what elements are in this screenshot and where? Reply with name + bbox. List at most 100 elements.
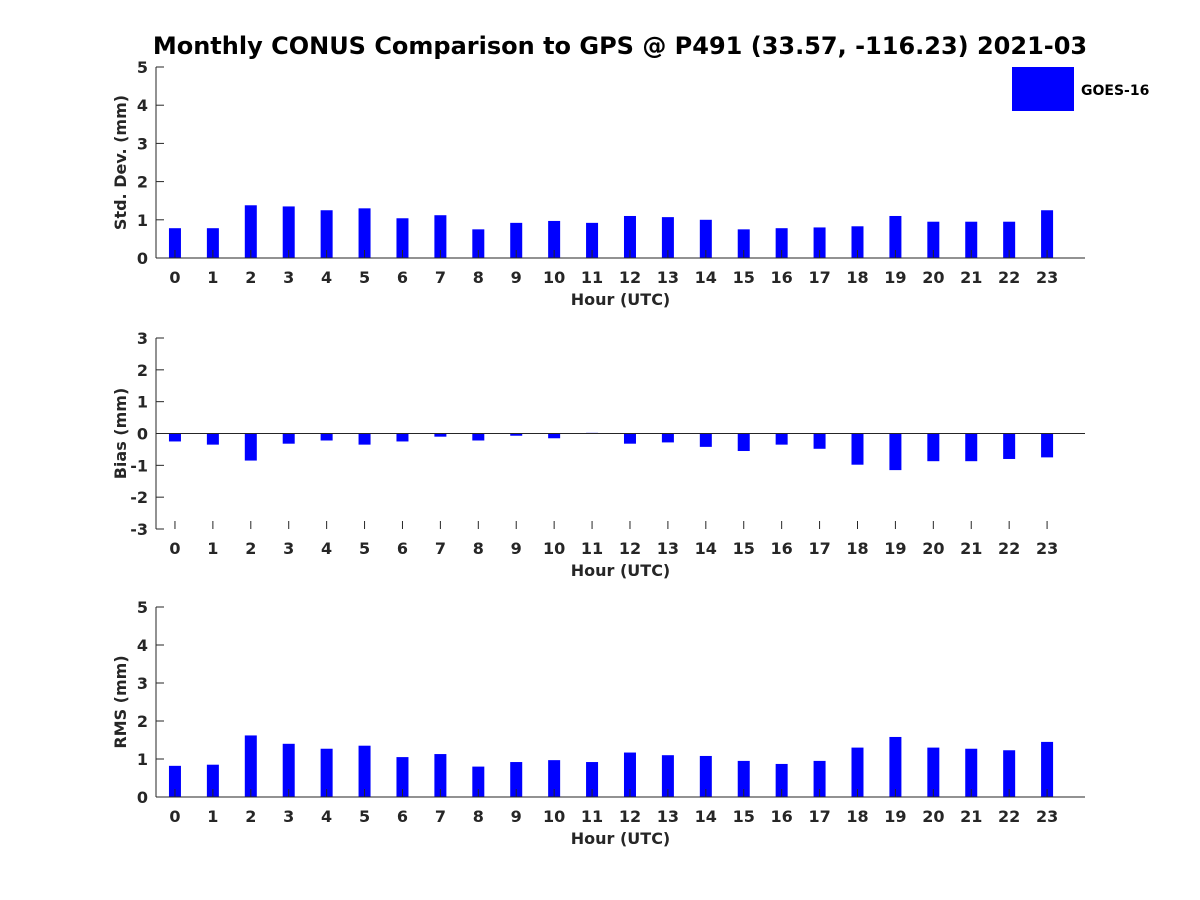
std-dev-xtick-label: 12 [619, 268, 641, 287]
std-dev-xtick-label: 5 [359, 268, 370, 287]
std-dev-xtick-label: 17 [808, 268, 830, 287]
std-dev-bar-21 [965, 221, 978, 258]
rms-xtick-label: 10 [543, 807, 565, 826]
std-dev-bar-11 [586, 222, 599, 258]
bias-xtick-label: 10 [543, 539, 565, 558]
std-dev-xtick-label: 1 [207, 268, 218, 287]
bias-ytick-label: 3 [137, 329, 148, 348]
std-dev-xtick-label: 22 [998, 268, 1020, 287]
bias-ytick-label: 1 [137, 393, 148, 412]
bias-bar-5 [358, 433, 371, 445]
bias-xtick-label: 9 [511, 539, 522, 558]
std-dev-xtick-label: 16 [771, 268, 793, 287]
std-dev-xtick-label: 4 [321, 268, 332, 287]
std-dev-bar-7 [434, 215, 447, 258]
rms-xtick-label: 17 [808, 807, 830, 826]
std-dev-xtick-label: 18 [846, 268, 868, 287]
rms-xtick-label: 13 [657, 807, 679, 826]
bias-xtick-label: 5 [359, 539, 370, 558]
rms-bar-15 [737, 760, 750, 797]
legend-label: GOES-16 [1081, 83, 1149, 99]
std-dev-xtick-label: 6 [397, 268, 408, 287]
rms-xtick-label: 5 [359, 807, 370, 826]
rms-xtick-label: 16 [771, 807, 793, 826]
bias-xtick-label: 8 [473, 539, 484, 558]
std-dev-ytick-label: 3 [137, 134, 148, 153]
bias-bar-9 [510, 433, 523, 436]
bias-bar-15 [737, 433, 750, 452]
rms-xtick-label: 20 [922, 807, 944, 826]
rms-ytick-label: 2 [137, 712, 148, 731]
std-dev-xtick-label: 19 [884, 268, 906, 287]
bias-xtick-label: 19 [884, 539, 906, 558]
rms-xtick-label: 0 [169, 807, 180, 826]
rms-bar-3 [282, 743, 295, 797]
rms-xlabel: Hour (UTC) [571, 829, 671, 848]
bias-xtick-label: 22 [998, 539, 1020, 558]
std-dev-bar-22 [1003, 221, 1016, 258]
std-dev-ytick-label: 5 [137, 58, 148, 77]
rms-ytick-label: 0 [137, 788, 148, 807]
std-dev-bar-12 [623, 215, 636, 258]
bias-xlabel: Hour (UTC) [571, 561, 671, 580]
bias-xtick-label: 18 [846, 539, 868, 558]
rms-ytick-label: 4 [137, 636, 148, 655]
rms-bar-11 [586, 762, 599, 797]
bias-xtick-label: 21 [960, 539, 982, 558]
rms-bar-4 [320, 748, 333, 797]
bias-bar-14 [699, 433, 712, 447]
std-dev-bar-20 [927, 221, 940, 258]
rms-xtick-label: 7 [435, 807, 446, 826]
bias-ytick-label: -2 [130, 488, 148, 507]
rms-bar-9 [510, 762, 523, 797]
rms-xtick-label: 1 [207, 807, 218, 826]
rms-bar-5 [358, 745, 371, 797]
bias-bar-4 [320, 433, 333, 441]
bias-bar-7 [434, 433, 447, 437]
std-dev-xtick-label: 21 [960, 268, 982, 287]
std-dev-bar-2 [244, 205, 257, 258]
bias-xtick-label: 17 [808, 539, 830, 558]
rms-bar-23 [1041, 741, 1054, 797]
std-dev-xtick-label: 10 [543, 268, 565, 287]
std-dev-bar-17 [813, 227, 826, 258]
std-dev-bar-0 [168, 228, 181, 258]
bias-ytick-label: 0 [137, 425, 148, 444]
std-dev-xtick-label: 11 [581, 268, 603, 287]
rms-xtick-label: 2 [245, 807, 256, 826]
bias-xtick-label: 11 [581, 539, 603, 558]
std-dev-xtick-label: 8 [473, 268, 484, 287]
std-dev-xtick-label: 14 [695, 268, 717, 287]
rms-bar-1 [206, 764, 219, 797]
std-dev-ytick-label: 1 [137, 211, 148, 230]
std-dev-bar-14 [699, 219, 712, 258]
bias-xtick-label: 14 [695, 539, 717, 558]
std-dev-xtick-label: 15 [733, 268, 755, 287]
bias-ylabel: Bias (mm) [111, 388, 130, 480]
rms-xtick-label: 19 [884, 807, 906, 826]
rms-bar-18 [851, 747, 864, 797]
rms-xtick-label: 12 [619, 807, 641, 826]
std-dev-bar-18 [851, 226, 864, 258]
bias-bar-13 [661, 433, 674, 443]
rms-xtick-label: 3 [283, 807, 294, 826]
rms-xtick-label: 22 [998, 807, 1020, 826]
rms-bar-8 [472, 766, 485, 797]
std-dev-ytick-label: 2 [137, 173, 148, 192]
std-dev-xtick-label: 13 [657, 268, 679, 287]
std-dev-bar-5 [358, 208, 371, 258]
rms-xtick-label: 4 [321, 807, 332, 826]
bias-bar-12 [623, 433, 636, 444]
std-dev-ylabel: Std. Dev. (mm) [111, 95, 130, 230]
bias-xtick-label: 4 [321, 539, 332, 558]
bias-bar-16 [775, 433, 788, 445]
std-dev-bar-16 [775, 228, 788, 258]
std-dev-bar-4 [320, 210, 333, 258]
rms-ylabel: RMS (mm) [111, 655, 130, 748]
bias-bar-6 [396, 433, 409, 442]
bias-xtick-label: 2 [245, 539, 256, 558]
rms-xtick-label: 9 [511, 807, 522, 826]
bias-xtick-label: 16 [771, 539, 793, 558]
